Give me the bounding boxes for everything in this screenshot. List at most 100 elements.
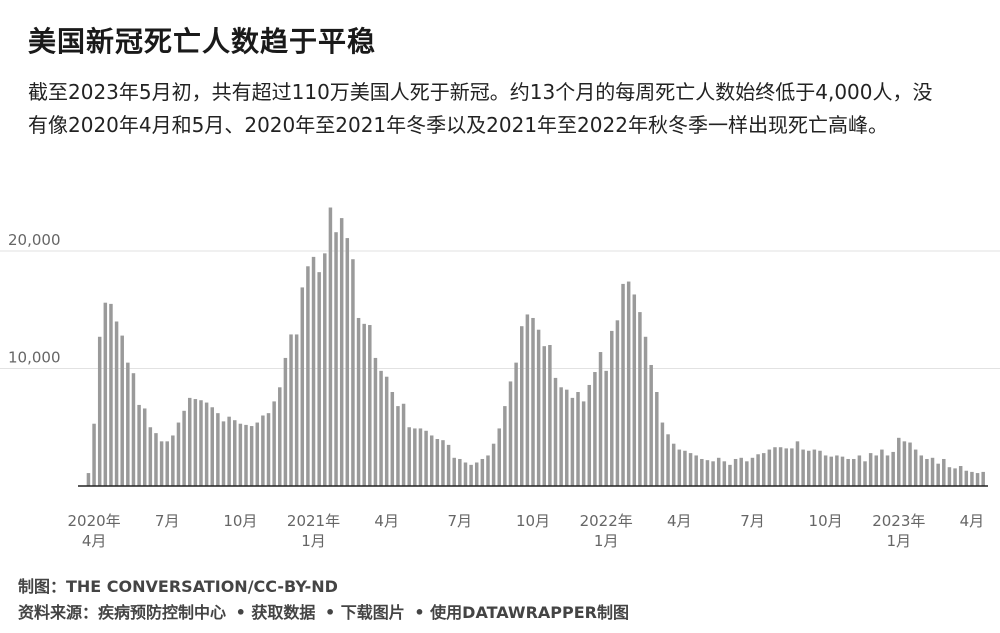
bar	[936, 463, 940, 486]
bar	[396, 406, 400, 486]
bar	[840, 456, 845, 487]
bar	[975, 473, 980, 486]
bar	[643, 336, 648, 486]
bar	[548, 345, 552, 486]
bar	[311, 256, 316, 487]
bar	[610, 330, 614, 486]
bar	[919, 455, 924, 486]
bar	[880, 449, 884, 486]
bars	[86, 207, 985, 487]
bar	[818, 450, 822, 486]
x-tick-label: 4月	[374, 512, 399, 530]
bar	[745, 461, 749, 486]
bar	[863, 461, 867, 486]
bar	[874, 455, 879, 486]
bar	[266, 413, 271, 486]
bar	[576, 392, 580, 486]
x-tick-label: 10月	[809, 512, 843, 530]
bar	[255, 422, 260, 486]
bar	[913, 449, 918, 486]
bar	[553, 377, 558, 486]
bar	[981, 471, 985, 486]
bar	[339, 218, 344, 486]
bar	[244, 424, 248, 486]
bar	[137, 404, 141, 486]
bar	[249, 426, 254, 486]
bar	[660, 422, 665, 486]
bar	[593, 372, 597, 486]
bar	[925, 458, 929, 486]
bar	[902, 441, 907, 486]
source-label: 资料来源：疾病预防控制中心	[18, 603, 227, 622]
bar	[306, 266, 310, 486]
y-tick-label: 10,000	[8, 349, 61, 367]
x-tick-label: 7月	[155, 512, 180, 530]
bar	[790, 448, 794, 486]
bar	[722, 461, 727, 486]
bar	[728, 464, 732, 486]
bar	[109, 303, 113, 487]
bar	[441, 440, 445, 486]
bar	[187, 397, 192, 487]
bar	[761, 453, 766, 486]
download-image-link[interactable]: • 下载图片	[324, 603, 405, 622]
bar	[942, 458, 946, 486]
bar	[182, 410, 186, 486]
bar	[677, 449, 682, 486]
x-tick-label: 2022年	[580, 512, 633, 530]
bar	[700, 458, 704, 486]
bar	[238, 423, 243, 486]
bar	[126, 362, 130, 487]
bar	[536, 329, 541, 486]
bar	[801, 449, 805, 486]
x-tick-label: 2020年	[68, 512, 121, 530]
bar	[289, 334, 293, 486]
bar	[272, 401, 276, 486]
bar	[103, 302, 108, 486]
x-tick-label-line2: 1月	[301, 532, 326, 550]
bar	[615, 320, 620, 486]
bar	[812, 449, 817, 486]
bar	[716, 457, 721, 486]
bar	[739, 457, 743, 486]
bar	[452, 457, 456, 486]
bar	[835, 455, 839, 486]
x-tick-label: 2021年	[287, 512, 340, 530]
bar	[210, 407, 214, 486]
get-data-link[interactable]: • 获取数据	[235, 603, 316, 622]
bar	[694, 455, 698, 486]
x-tick-label: 2023年	[872, 512, 925, 530]
bar	[463, 462, 468, 486]
bar	[435, 439, 440, 486]
bar	[142, 408, 147, 486]
bar	[345, 238, 350, 486]
bar	[317, 272, 321, 486]
bar	[570, 397, 575, 487]
x-tick-label-line2: 4月	[82, 532, 107, 550]
bar	[486, 455, 490, 486]
bar	[508, 381, 513, 486]
bar	[773, 447, 777, 486]
bar	[407, 427, 411, 486]
bar	[227, 416, 231, 486]
bar	[204, 402, 209, 486]
footer-source: 资料来源：疾病预防控制中心 • 获取数据 • 下载图片 • 使用DATAWRAP…	[18, 599, 629, 623]
bar	[885, 455, 890, 486]
bar	[216, 413, 220, 486]
bar	[356, 317, 361, 486]
x-tick-label: 4月	[667, 512, 692, 530]
bar	[300, 287, 305, 486]
bar	[587, 384, 592, 486]
bar	[958, 466, 963, 486]
bar	[131, 373, 136, 486]
datawrapper-link[interactable]: • 使用DATAWRAPPER制图	[414, 603, 629, 622]
bar	[525, 314, 530, 486]
bar	[446, 444, 451, 487]
bar	[86, 473, 91, 486]
bar	[458, 458, 462, 486]
bar	[626, 281, 631, 486]
bar	[655, 392, 659, 486]
bar	[373, 357, 378, 486]
x-tick-label: 7月	[740, 512, 765, 530]
